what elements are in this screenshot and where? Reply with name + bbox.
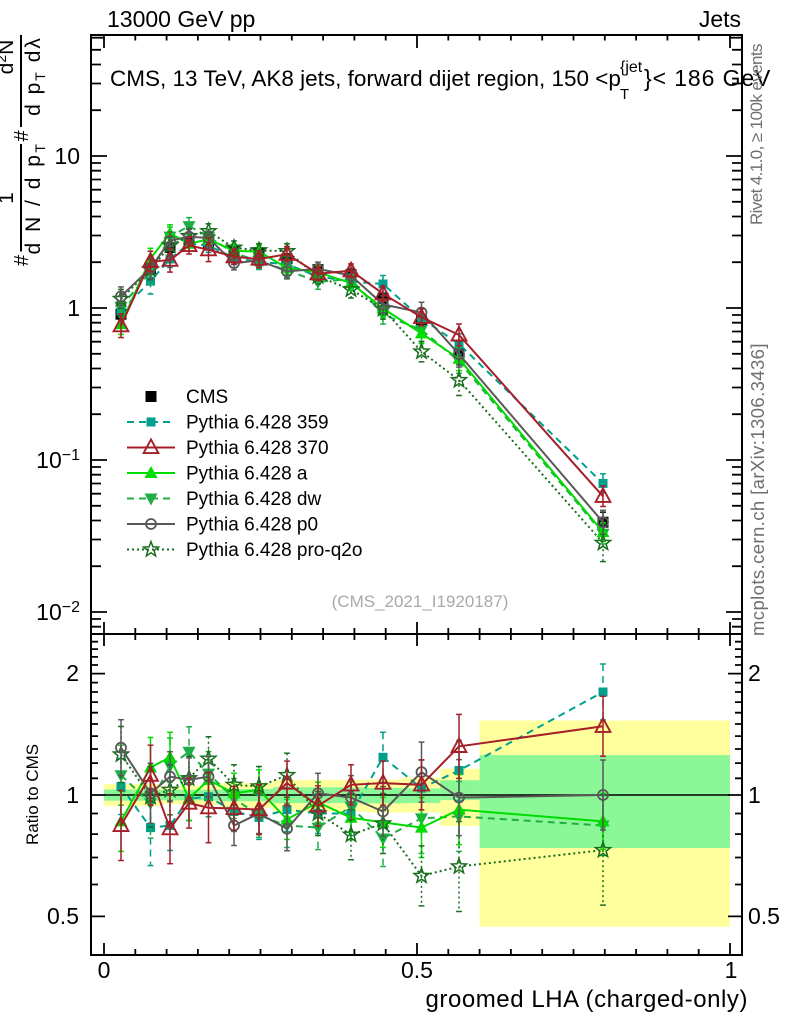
svg-text:#: # — [11, 130, 33, 142]
svg-text:}< 186 GeV: }< 186 GeV — [644, 65, 771, 91]
svg-text:10−2: 10−2 — [36, 599, 80, 625]
svg-text:0.5: 0.5 — [47, 903, 79, 929]
svg-text:Pythia 6.428 370: Pythia 6.428 370 — [186, 438, 329, 459]
svg-text:mcplots.cern.ch [arXiv:1306.34: mcplots.cern.ch [arXiv:1306.3436] — [747, 343, 768, 636]
svg-text:Rivet 4.1.0, ≥ 100k events: Rivet 4.1.0, ≥ 100k events — [747, 44, 766, 225]
svg-text:Ratio to CMS: Ratio to CMS — [23, 744, 42, 845]
svg-text:Pythia 6.428 p0: Pythia 6.428 p0 — [186, 515, 318, 536]
svg-text:0.5: 0.5 — [748, 903, 780, 929]
svg-text:1: 1 — [0, 192, 18, 204]
svg-text:10: 10 — [54, 143, 80, 169]
svg-text:2: 2 — [66, 660, 79, 686]
svg-text:Pythia 6.428 a: Pythia 6.428 a — [186, 464, 308, 485]
svg-text:0: 0 — [98, 957, 111, 983]
svg-text:Pythia 6.428 359: Pythia 6.428 359 — [186, 413, 329, 434]
svg-text:T: T — [620, 86, 629, 103]
svg-text:{jet: {jet — [620, 59, 643, 76]
svg-text:1: 1 — [67, 295, 80, 321]
svg-text:groomed LHA (charged-only): groomed LHA (charged-only) — [426, 986, 748, 1013]
svg-text:2: 2 — [748, 660, 761, 686]
svg-text:1: 1 — [748, 782, 761, 808]
svg-text:d N / d pT: d N / d pT — [22, 142, 48, 255]
svg-text:Jets: Jets — [699, 6, 741, 32]
svg-text:Pythia 6.428 dw: Pythia 6.428 dw — [186, 489, 321, 510]
svg-text:Pythia 6.428 pro-q2o: Pythia 6.428 pro-q2o — [186, 540, 362, 561]
svg-text:#: # — [11, 254, 33, 266]
svg-text:CMS, 13 TeV, AK8 jets, forward: CMS, 13 TeV, AK8 jets, forward dijet reg… — [110, 66, 621, 91]
svg-text:13000 GeV pp: 13000 GeV pp — [107, 6, 255, 32]
svg-text:CMS: CMS — [186, 387, 228, 408]
svg-text:(CMS_2021_I1920187): (CMS_2021_I1920187) — [332, 592, 509, 611]
svg-text:1: 1 — [66, 782, 79, 808]
svg-text:1: 1 — [725, 957, 738, 983]
svg-text:0.5: 0.5 — [401, 957, 433, 983]
